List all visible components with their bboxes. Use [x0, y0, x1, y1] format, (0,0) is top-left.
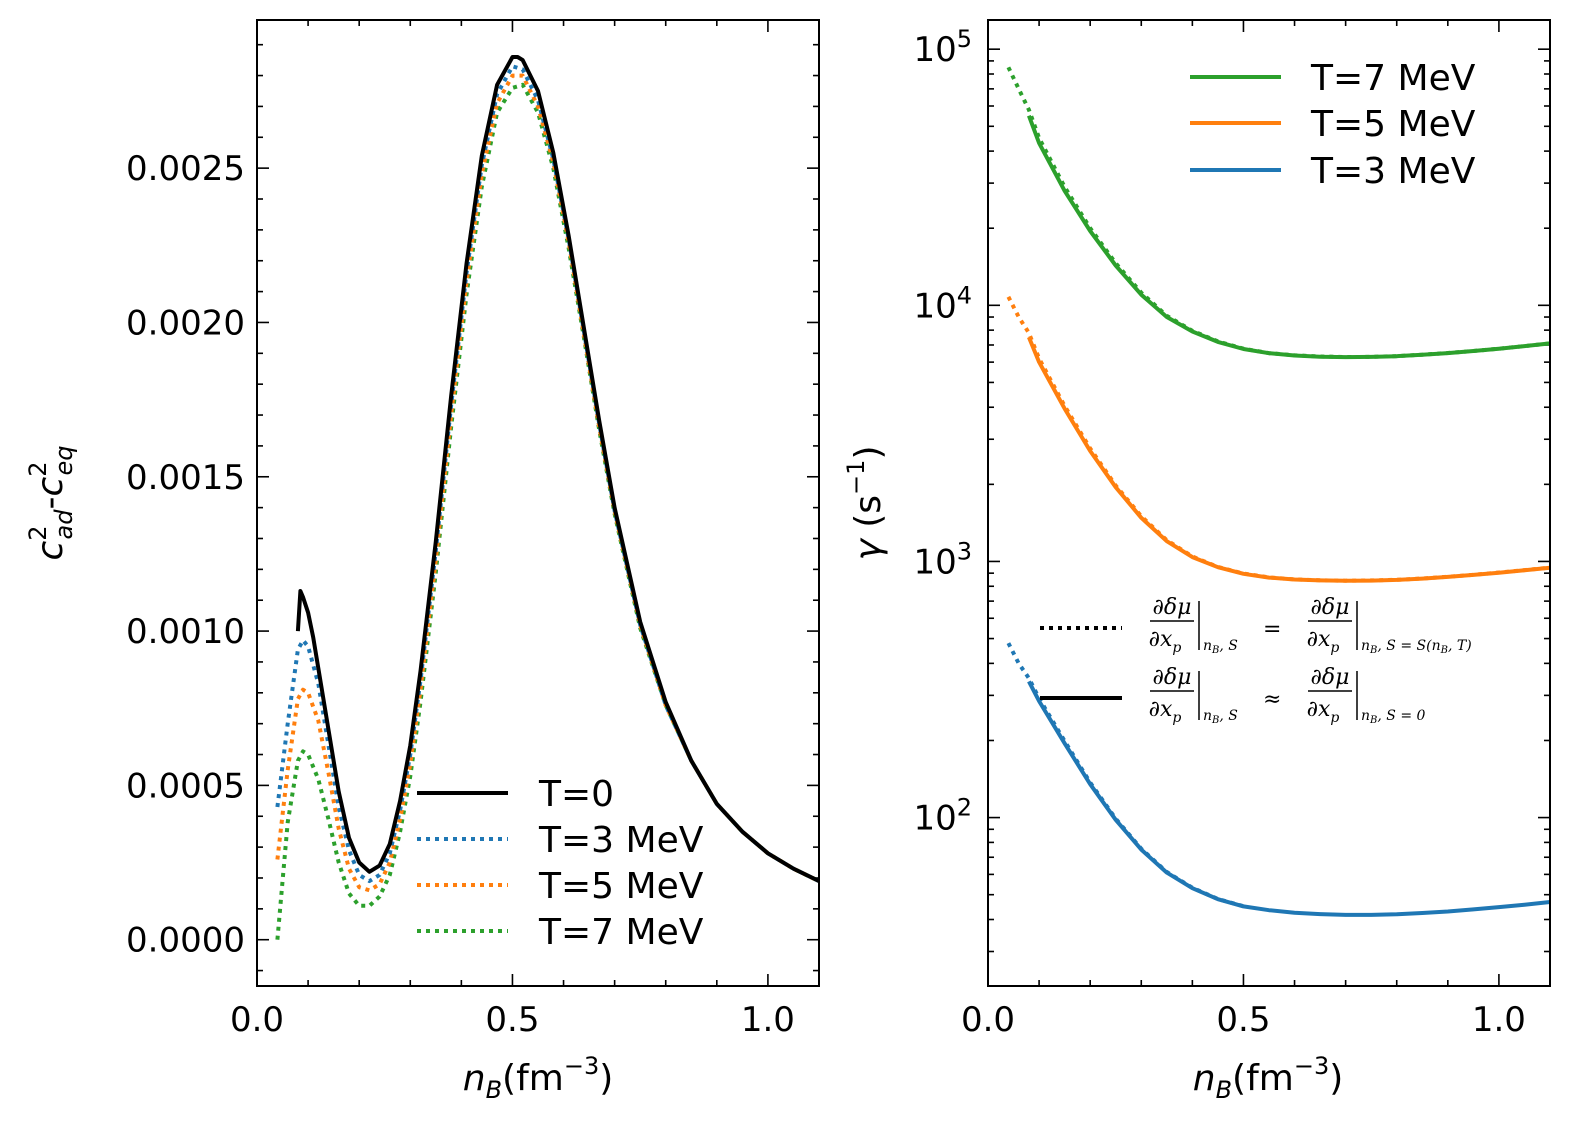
formula-rhs-numerator: ∂δμ	[1311, 665, 1350, 690]
right-y-axis-label: γ (s−1)	[842, 446, 889, 561]
right-y-tick-label: 105	[913, 25, 972, 70]
legend-label-t7-right: T=7 MeV	[1310, 58, 1476, 99]
left-x-tick-label: 1.0	[741, 1000, 795, 1040]
formula-rhs-eval: nB, S = S(nB, T)	[1361, 638, 1472, 656]
formula-lhs-numerator: ∂δμ	[1153, 665, 1192, 690]
right-series-line-t-3-mev-dotted	[1006, 642, 1245, 909]
formula-relation: =	[1263, 617, 1281, 642]
left-plot-frame	[256, 19, 820, 987]
style-legend: ∂δμ ∂xp nB, S = ∂δμ ∂xp nB, S = S(nB, T)…	[1040, 595, 1472, 726]
legend-label-t0: T=0	[538, 774, 614, 815]
formula-lhs-denominator: ∂xp	[1149, 697, 1182, 726]
right-x-tick-label: 1.0	[1472, 1000, 1526, 1040]
left-y-tick-label: 0.0015	[126, 458, 245, 498]
right-y-tick-label: 103	[913, 537, 972, 582]
right-panel: 0.0 0.5 1.0 102 103 104 105 nB(fm−3) γ (…	[842, 19, 1551, 1104]
left-series-line-t-0	[295, 55, 820, 883]
formula-lhs-eval: nB, S	[1203, 638, 1238, 656]
legend-label-t5-right: T=5 MeV	[1310, 104, 1476, 145]
formula-relation: ≈	[1263, 687, 1281, 712]
formula-lhs-denominator: ∂xp	[1149, 627, 1182, 656]
formula-rhs-denominator: ∂xp	[1307, 627, 1340, 656]
right-x-axis-label: nB(fm−3)	[1193, 1052, 1344, 1104]
formula-lhs-numerator: ∂δμ	[1153, 595, 1192, 620]
left-y-axis-label: c2ad-c2eq	[24, 445, 78, 560]
left-panel: 0.0 0.5 1.0 0.0000 0.0005 0.0010 0.0015 …	[24, 19, 820, 1104]
legend-label-t3-right: T=3 MeV	[1310, 151, 1476, 192]
right-x-tick-label: 0.0	[961, 1000, 1015, 1040]
right-series-line-t-5-mev-dotted	[1006, 295, 1551, 583]
left-y-tick-label: 0.0005	[126, 766, 245, 806]
formula-lhs-eval: nB, S	[1203, 708, 1238, 726]
right-series-line-t-3-mev	[1027, 680, 1551, 917]
right-series-line-t-7-mev	[1027, 115, 1551, 360]
left-x-tick-label: 0.0	[230, 1000, 284, 1040]
left-series-line-t-5-mev	[275, 73, 820, 893]
left-y-tick-label: 0.0010	[126, 612, 245, 652]
formula-rhs-denominator: ∂xp	[1307, 697, 1340, 726]
legend-label-t3: T=3 MeV	[538, 820, 704, 861]
right-y-tick-label: 102	[913, 794, 972, 839]
right-y-tick-label: 104	[913, 281, 972, 326]
left-legend: T=0 T=3 MeV T=5 MeV T=7 MeV	[417, 774, 704, 953]
right-series-line-t-5-mev	[1027, 336, 1551, 583]
formula-rhs-eval: nB, S = 0	[1361, 708, 1426, 726]
left-series-line-t-3-mev	[275, 64, 820, 884]
right-legend: T=7 MeV T=5 MeV T=3 MeV	[1190, 58, 1476, 192]
formula-rhs-numerator: ∂δμ	[1311, 595, 1350, 620]
style-legend-formula-solid: ∂δμ ∂xp nB, S ≈ ∂δμ ∂xp nB, S = 0	[1149, 665, 1426, 726]
right-series-group	[1006, 66, 1551, 917]
legend-label-t7: T=7 MeV	[538, 912, 704, 953]
left-x-axis-label: nB(fm−3)	[463, 1052, 614, 1104]
right-x-tick-label: 0.5	[1216, 1000, 1270, 1040]
left-x-tick-label: 0.5	[485, 1000, 539, 1040]
left-y-tick-label: 0.0025	[126, 149, 245, 189]
right-plot-frame	[987, 19, 1551, 987]
left-y-tick-label: 0.0000	[126, 921, 245, 961]
style-legend-formula-dotted: ∂δμ ∂xp nB, S = ∂δμ ∂xp nB, S = S(nB, T)	[1149, 595, 1472, 656]
left-axis-ticks	[256, 20, 820, 986]
left-series-group	[275, 55, 820, 940]
legend-label-t5: T=5 MeV	[538, 866, 704, 907]
left-y-tick-label: 0.0020	[126, 303, 245, 343]
